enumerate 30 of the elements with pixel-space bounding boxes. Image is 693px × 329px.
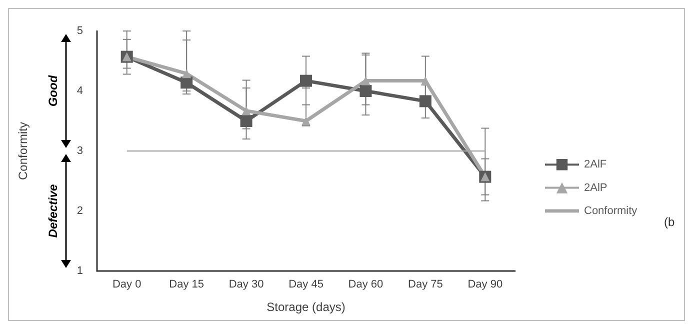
x-axis-title: Storage (days) (266, 300, 346, 314)
point (302, 116, 310, 126)
y-tick-label: 1 (76, 265, 83, 277)
x-tick-label: Day 30 (228, 278, 264, 290)
point (182, 69, 192, 78)
x-tick-label: Day 90 (468, 278, 503, 290)
y-tick-label: 3 (76, 145, 83, 157)
point (240, 115, 252, 127)
x-tick-label: Day 45 (288, 278, 324, 290)
x-tick-label: Day 60 (348, 278, 384, 290)
text: (b (664, 215, 675, 229)
point (180, 76, 193, 89)
x-tick-label: Day 75 (408, 278, 443, 290)
legend-label: 2AlP (584, 182, 608, 194)
y-tick-label: 5 (76, 25, 83, 37)
y-tick-label: 2 (76, 205, 83, 217)
point (242, 106, 251, 116)
text: Defective (46, 184, 60, 238)
legend-label: Conformity (584, 204, 638, 217)
point (300, 74, 312, 87)
point (419, 95, 432, 108)
y-axis-title: Conformity (16, 122, 30, 180)
point (360, 85, 372, 97)
text: Good (46, 74, 60, 107)
legend-label: 2AlF (584, 158, 607, 171)
x-tick-label: Day 15 (169, 278, 204, 290)
point (361, 76, 370, 86)
y-tick-label: 4 (76, 85, 83, 97)
x-tick-label: Day 0 (112, 278, 142, 290)
point (420, 76, 430, 86)
